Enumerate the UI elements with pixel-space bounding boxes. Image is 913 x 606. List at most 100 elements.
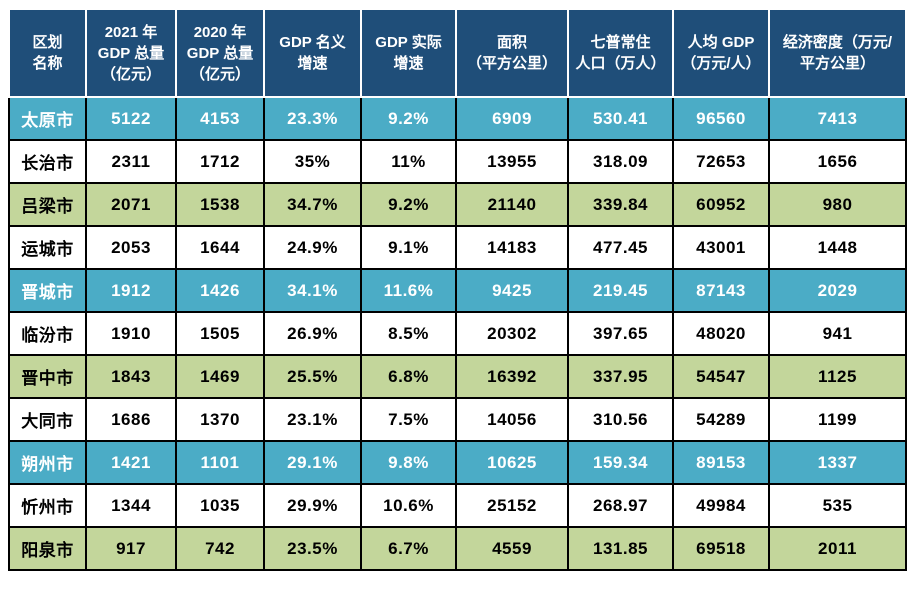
value-cell: 742 — [175, 526, 265, 571]
table-container: 区划 名称 2021 年 GDP 总量 （亿元） 2020 年 GDP 总量 （亿元） GDP … — [8, 8, 907, 571]
value-cell: 339.84 — [567, 182, 674, 227]
table-row: 忻州市 1344 1035 29.9% 10.6% 25152 268.97 49984 535 — [8, 483, 907, 528]
value-cell: 1910 — [85, 311, 177, 356]
header-line: 七普常住 — [590, 34, 651, 51]
table-head: 区划 名称 2021 年 GDP 总量 （亿元） 2020 年 GDP 总量 （亿元） GDP … — [8, 8, 907, 98]
value-cell: 1712 — [175, 139, 265, 184]
value-cell: 24.9% — [263, 225, 362, 270]
column-header-gdp-2020: 2020 年 GDP 总量 （亿元） — [175, 8, 265, 98]
value-cell: 54547 — [672, 354, 770, 399]
value-cell: 1686 — [85, 397, 177, 442]
value-cell: 10.6% — [360, 483, 457, 528]
value-cell: 2311 — [85, 139, 177, 184]
value-cell: 1101 — [175, 440, 265, 485]
city-name-cell: 大同市 — [8, 397, 87, 442]
header-line: （平方公里） — [466, 55, 557, 72]
value-cell: 5122 — [85, 96, 177, 141]
value-cell: 7.5% — [360, 397, 457, 442]
value-cell: 21140 — [455, 182, 569, 227]
value-cell: 87143 — [672, 268, 770, 313]
value-cell: 9.1% — [360, 225, 457, 270]
value-cell: 10625 — [455, 440, 569, 485]
header-line: 平方公里） — [799, 55, 875, 72]
city-name-cell: 吕梁市 — [8, 182, 87, 227]
value-cell: 6.8% — [360, 354, 457, 399]
value-cell: 11.6% — [360, 268, 457, 313]
table-row: 临汾市 1910 1505 26.9% 8.5% 20302 397.65 48020 941 — [8, 311, 907, 356]
shanxi-gdp-table: 区划 名称 2021 年 GDP 总量 （亿元） 2020 年 GDP 总量 （亿元） GDP … — [8, 8, 907, 571]
value-cell: 34.1% — [263, 268, 362, 313]
value-cell: 34.7% — [263, 182, 362, 227]
value-cell: 941 — [768, 311, 907, 356]
value-cell: 96560 — [672, 96, 770, 141]
header-line: 人均 GDP — [687, 34, 755, 51]
value-cell: 337.95 — [567, 354, 674, 399]
city-name-cell: 忻州市 — [8, 483, 87, 528]
value-cell: 7413 — [768, 96, 907, 141]
header-line: GDP 实际 — [375, 34, 442, 51]
value-cell: 1337 — [768, 440, 907, 485]
value-cell: 43001 — [672, 225, 770, 270]
value-cell: 535 — [768, 483, 907, 528]
value-cell: 4559 — [455, 526, 569, 571]
value-cell: 310.56 — [567, 397, 674, 442]
value-cell: 48020 — [672, 311, 770, 356]
city-name-cell: 运城市 — [8, 225, 87, 270]
value-cell: 2071 — [85, 182, 177, 227]
header-line: 经济密度（万元/ — [782, 34, 893, 51]
column-header-gdp-per-capita: 人均 GDP （万元/人） — [672, 8, 770, 98]
header-line: 区划 — [32, 34, 63, 51]
value-cell: 89153 — [672, 440, 770, 485]
value-cell: 23.5% — [263, 526, 362, 571]
value-cell: 25.5% — [263, 354, 362, 399]
value-cell: 1843 — [85, 354, 177, 399]
value-cell: 1644 — [175, 225, 265, 270]
value-cell: 2011 — [768, 526, 907, 571]
header-line: 面积 — [496, 34, 527, 51]
city-name-cell: 朔州市 — [8, 440, 87, 485]
value-cell: 1199 — [768, 397, 907, 442]
value-cell: 1505 — [175, 311, 265, 356]
value-cell: 49984 — [672, 483, 770, 528]
value-cell: 69518 — [672, 526, 770, 571]
header-line: GDP 总量 — [97, 44, 165, 62]
value-cell: 9.8% — [360, 440, 457, 485]
header-line: 人口（万人） — [575, 55, 666, 72]
column-header-economic-density: 经济密度（万元/平方公里） — [768, 8, 907, 98]
value-cell: 1912 — [85, 268, 177, 313]
table-row: 长治市 2311 1712 35% 11% 13955 318.09 72653 1656 — [8, 139, 907, 184]
value-cell: 131.85 — [567, 526, 674, 571]
value-cell: 980 — [768, 182, 907, 227]
value-cell: 1370 — [175, 397, 265, 442]
value-cell: 23.1% — [263, 397, 362, 442]
value-cell: 1469 — [175, 354, 265, 399]
value-cell: 14183 — [455, 225, 569, 270]
table-row: 大同市 1686 1370 23.1% 7.5% 14056 310.56 54289 1199 — [8, 397, 907, 442]
value-cell: 20302 — [455, 311, 569, 356]
table-body: 太原市 5122 4153 23.3% 9.2% 6909 530.41 96560 7413 长… — [8, 96, 907, 571]
value-cell: 26.9% — [263, 311, 362, 356]
table-row: 吕梁市 2071 1538 34.7% 9.2% 21140 339.84 60952 980 — [8, 182, 907, 227]
value-cell: 1656 — [768, 139, 907, 184]
value-cell: 16392 — [455, 354, 569, 399]
header-line: （亿元） — [100, 65, 161, 83]
header-line: 增速 — [297, 55, 328, 72]
value-cell: 29.9% — [263, 483, 362, 528]
value-cell: 35% — [263, 139, 362, 184]
value-cell: 9.2% — [360, 96, 457, 141]
header-row: 区划 名称 2021 年 GDP 总量 （亿元） 2020 年 GDP 总量 （亿元） GDP … — [8, 8, 907, 98]
value-cell: 268.97 — [567, 483, 674, 528]
header-line: GDP 名义 — [279, 34, 346, 51]
header-line: （亿元） — [189, 65, 250, 83]
header-line: 名称 — [32, 55, 63, 72]
value-cell: 2053 — [85, 225, 177, 270]
value-cell: 1125 — [768, 354, 907, 399]
value-cell: 25152 — [455, 483, 569, 528]
city-name-cell: 晋城市 — [8, 268, 87, 313]
column-header-district-name: 区划 名称 — [8, 8, 87, 98]
value-cell: 1344 — [85, 483, 177, 528]
value-cell: 6909 — [455, 96, 569, 141]
city-name-cell: 太原市 — [8, 96, 87, 141]
column-header-gdp-2021: 2021 年 GDP 总量 （亿元） — [85, 8, 177, 98]
header-line: 2020 年 — [193, 23, 247, 41]
